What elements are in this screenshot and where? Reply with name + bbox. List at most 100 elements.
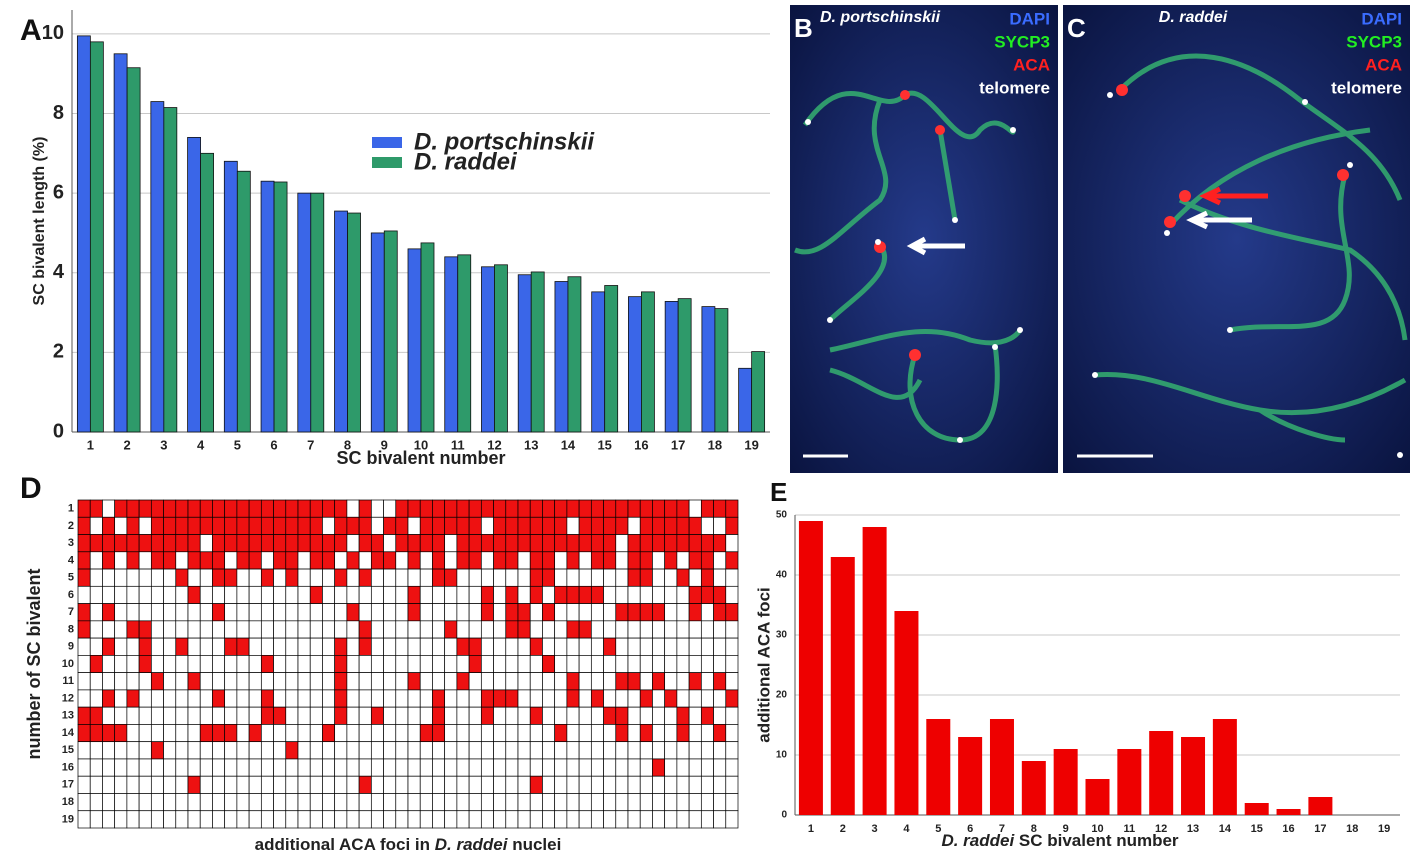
bar	[1022, 761, 1046, 815]
cell	[249, 569, 261, 586]
cell	[689, 759, 701, 776]
cell	[665, 759, 677, 776]
cell	[151, 793, 163, 810]
cell	[457, 673, 469, 690]
cell	[432, 517, 444, 534]
cell	[115, 655, 127, 672]
bar	[90, 42, 103, 432]
cell	[518, 586, 530, 603]
cell	[432, 759, 444, 776]
cell	[726, 517, 738, 534]
cell	[469, 500, 481, 517]
cell	[249, 586, 261, 603]
cell	[457, 517, 469, 534]
cell	[591, 655, 603, 672]
cell	[249, 811, 261, 828]
cell	[591, 811, 603, 828]
y-tick-label: 10	[776, 750, 788, 761]
cell	[164, 535, 176, 552]
cell	[665, 569, 677, 586]
cell	[102, 759, 114, 776]
cell	[420, 586, 432, 603]
x-tick-label: 19	[744, 437, 758, 452]
cell	[457, 655, 469, 672]
cell	[176, 638, 188, 655]
cell	[555, 793, 567, 810]
cell	[102, 552, 114, 569]
bar	[1181, 737, 1205, 815]
cell	[542, 517, 554, 534]
cell	[420, 673, 432, 690]
cell	[225, 759, 237, 776]
cell	[542, 621, 554, 638]
cell	[408, 569, 420, 586]
cell	[640, 552, 652, 569]
cell	[530, 776, 542, 793]
y-tick-label: 30	[776, 630, 788, 641]
cell	[102, 776, 114, 793]
cell	[261, 604, 273, 621]
cell	[188, 569, 200, 586]
cell	[151, 569, 163, 586]
cell	[726, 586, 738, 603]
cell	[286, 535, 298, 552]
cell	[506, 517, 518, 534]
cell	[652, 707, 664, 724]
cell	[616, 604, 628, 621]
cell	[689, 500, 701, 517]
cell	[518, 793, 530, 810]
cell	[591, 690, 603, 707]
cell	[640, 500, 652, 517]
cell	[640, 673, 652, 690]
cell	[212, 811, 224, 828]
cell	[90, 535, 102, 552]
cell	[176, 724, 188, 741]
cell	[445, 552, 457, 569]
cell	[714, 638, 726, 655]
cell	[701, 500, 713, 517]
cell	[518, 517, 530, 534]
cell	[102, 811, 114, 828]
cell	[579, 655, 591, 672]
bar	[1086, 779, 1110, 815]
cell	[310, 621, 322, 638]
y-axis-label: additional ACA foci	[754, 587, 773, 743]
cell	[457, 569, 469, 586]
cell	[469, 604, 481, 621]
cell	[164, 724, 176, 741]
row-label: 7	[68, 606, 74, 618]
cell	[420, 707, 432, 724]
cell	[567, 759, 579, 776]
cell	[530, 535, 542, 552]
cell	[261, 517, 273, 534]
cell	[714, 793, 726, 810]
cell	[237, 724, 249, 741]
cell	[347, 517, 359, 534]
cell	[78, 569, 90, 586]
cell	[200, 535, 212, 552]
cell	[494, 655, 506, 672]
cell	[530, 759, 542, 776]
cell	[164, 517, 176, 534]
bar	[1213, 719, 1237, 815]
cell	[701, 776, 713, 793]
y-tick-label: 40	[776, 570, 788, 581]
cell	[139, 569, 151, 586]
cell	[628, 655, 640, 672]
cell	[335, 586, 347, 603]
cell	[396, 759, 408, 776]
cell	[616, 569, 628, 586]
cell	[115, 673, 127, 690]
bar	[641, 292, 654, 432]
cell	[652, 724, 664, 741]
cell	[677, 500, 689, 517]
cell	[200, 759, 212, 776]
cell	[115, 500, 127, 517]
cell	[640, 759, 652, 776]
cell	[701, 621, 713, 638]
cell	[652, 793, 664, 810]
cell	[139, 811, 151, 828]
cell	[212, 500, 224, 517]
cell	[542, 759, 554, 776]
cell	[274, 742, 286, 759]
